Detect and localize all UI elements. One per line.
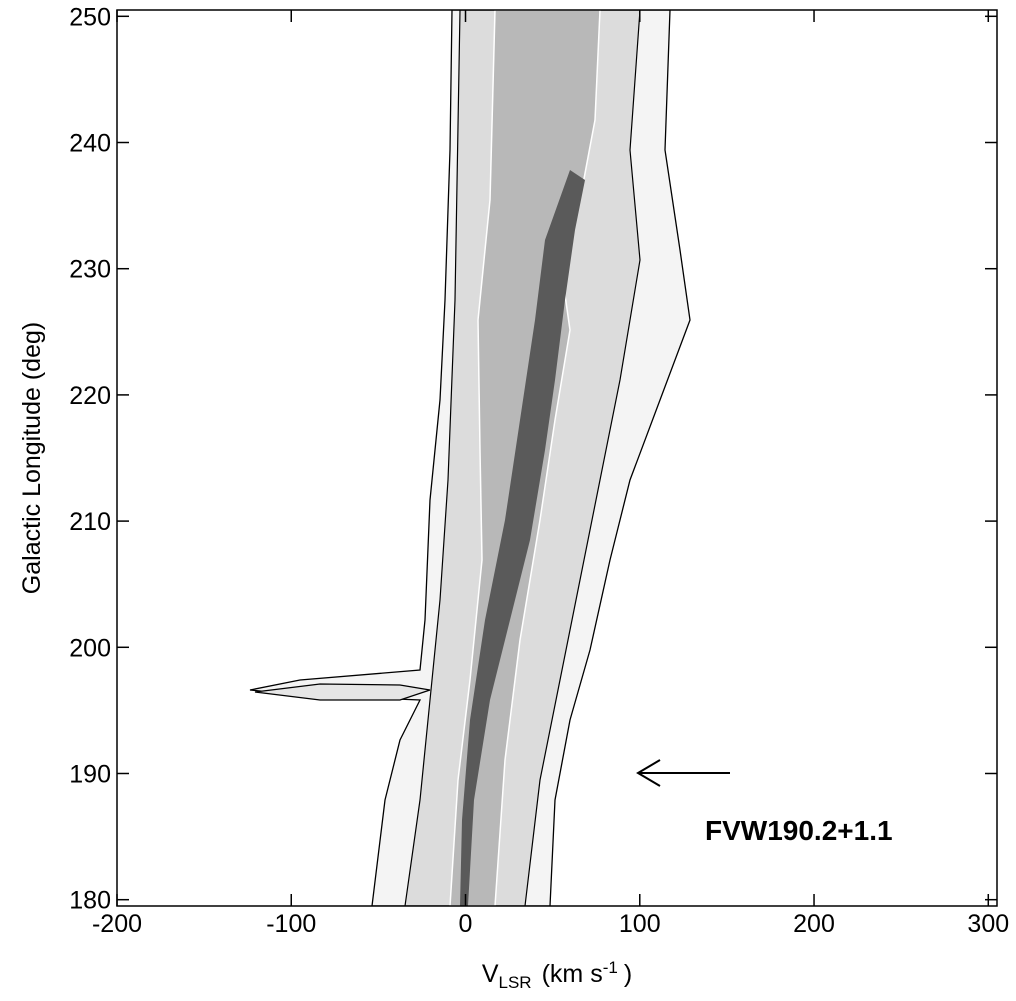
x-tick-label: 100 (619, 910, 661, 938)
x-label-superscript: -1 (603, 958, 618, 977)
y-tick-label: 180 (69, 887, 111, 915)
emission-map (249, 10, 691, 906)
y-tick-label: 190 (69, 760, 111, 788)
x-label-subscript: LSR (499, 973, 532, 992)
y-tick-label: 230 (69, 256, 111, 284)
y-tick-label: 240 (69, 130, 111, 158)
annotation-arrowhead (636, 759, 661, 787)
y-tick-label: 250 (69, 3, 111, 31)
x-label-end: ) (624, 960, 632, 988)
y-tick-label: 200 (69, 634, 111, 662)
x-label-main: V (482, 960, 499, 988)
x-tick-label: 300 (967, 910, 1009, 938)
x-axis-label: VLSR (km s-1) (482, 958, 632, 992)
y-axis-label: Galactic Longitude (deg) (18, 322, 46, 594)
plot-frame (116, 9, 998, 907)
emission-spur (254, 683, 431, 701)
x-tick-label: -200 (92, 910, 142, 938)
x-tick-label: -100 (266, 910, 316, 938)
annotation: FVW190.2+1.1 (705, 815, 893, 846)
x-label-units: (km s (542, 960, 603, 988)
y-tick-label: 210 (69, 508, 111, 536)
y-tick-label: 220 (69, 382, 111, 410)
emission-ridge (460, 170, 585, 906)
x-tick-label: 0 (459, 910, 473, 938)
x-tick-label: 200 (793, 910, 835, 938)
